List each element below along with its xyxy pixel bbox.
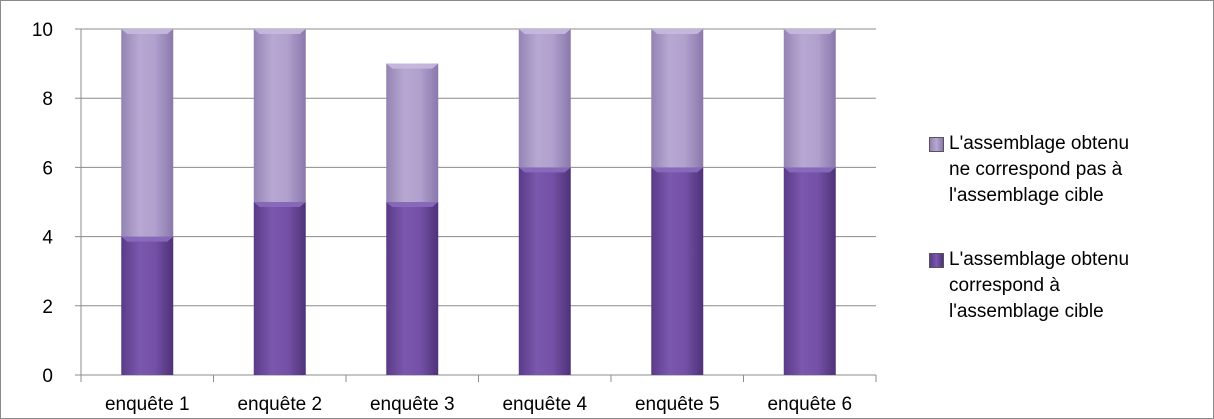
bar-segment — [386, 202, 439, 375]
bar-bevel — [518, 167, 571, 173]
x-category-label: enquête 2 — [237, 394, 322, 415]
bar-bevel — [253, 29, 306, 34]
x-category-label: enquête 5 — [635, 394, 720, 415]
bar-bevel — [518, 29, 571, 34]
bar-bevel — [651, 29, 704, 34]
legend-label-line: l'assemblage cible — [949, 301, 1104, 322]
bar-segment — [783, 167, 836, 375]
bar-bevel — [783, 29, 836, 34]
x-category-label: enquête 1 — [105, 394, 190, 415]
bar-bevel — [121, 29, 174, 34]
bar-bevel — [783, 167, 836, 173]
legend-swatch-dark — [929, 253, 944, 268]
legend-label-line: ne correspond pas à — [949, 159, 1123, 180]
bar-bevel — [386, 63, 439, 69]
bar-segment — [253, 29, 306, 202]
legend-item-matching: L'assemblage obtenu correspond à l'assem… — [929, 247, 1199, 325]
y-tick-label: 4 — [42, 228, 53, 249]
x-category-label: enquête 6 — [767, 394, 852, 415]
bar-bevel — [121, 236, 174, 242]
legend-swatch-light — [929, 137, 944, 152]
legend-label-line: L'assemblage obtenu — [949, 133, 1130, 154]
legend-label-line: l'assemblage cible — [949, 185, 1104, 206]
legend-item-not-matching: L'assemblage obtenu ne correspond pas à … — [929, 131, 1199, 209]
bar-segment — [783, 29, 836, 168]
axis-labels: 0 2 4 6 8 10 enquête 1 enquête 2 enquête 3 enquêt… — [32, 20, 852, 415]
bar-bevel — [253, 202, 306, 207]
bar-segment — [386, 63, 439, 202]
legend-label-line: L'assemblage obtenu — [949, 249, 1130, 270]
y-tick-label: 0 — [42, 366, 53, 387]
bar-segment — [253, 202, 306, 375]
bar-segment — [651, 29, 704, 168]
legend: L'assemblage obtenu ne correspond pas à … — [929, 131, 1199, 363]
bar-bevel — [386, 202, 439, 207]
bar-segment — [518, 29, 571, 168]
x-category-label: enquête 4 — [502, 394, 587, 415]
gridlines — [75, 28, 876, 376]
bar-segment — [518, 167, 571, 375]
bar-bevel — [651, 167, 704, 173]
bar-segment — [121, 236, 174, 375]
x-category-label: enquête 3 — [370, 394, 455, 415]
legend-label-line: correspond à — [949, 275, 1060, 296]
y-tick-label: 6 — [42, 158, 53, 179]
bars — [121, 29, 836, 375]
axes — [80, 29, 877, 382]
y-tick-label: 10 — [32, 20, 53, 41]
y-tick-label: 2 — [42, 297, 53, 318]
y-tick-label: 8 — [42, 89, 53, 110]
bar-segment — [651, 167, 704, 375]
bar-segment — [121, 29, 174, 237]
